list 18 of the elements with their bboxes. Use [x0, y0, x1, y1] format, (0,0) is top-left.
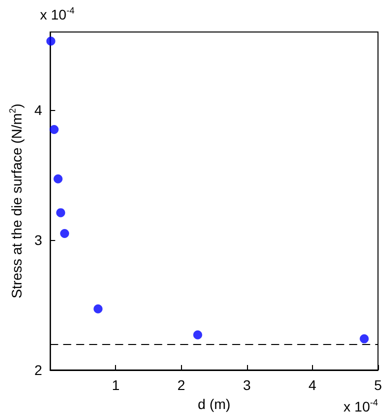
- y-tick-label: 3: [34, 232, 42, 248]
- point: [46, 36, 56, 46]
- point: [50, 125, 59, 134]
- x-tick-label: 4: [308, 377, 317, 393]
- y-tick-label: 4: [34, 102, 42, 118]
- x-tick-label: 1: [112, 377, 120, 393]
- x-tick-label: 2: [177, 377, 186, 393]
- point: [193, 330, 202, 340]
- y-tick-label: 2: [34, 362, 42, 378]
- point: [60, 229, 70, 238]
- point: [360, 334, 369, 344]
- y-axis-title: Stress at the die surface (N/m2): [8, 104, 24, 298]
- x-axis-title: d (m): [198, 396, 230, 412]
- point: [94, 304, 103, 314]
- point: [56, 208, 66, 218]
- point: [54, 174, 63, 184]
- x-tick-label: 3: [242, 377, 251, 393]
- x-tick-label: 5: [374, 377, 382, 393]
